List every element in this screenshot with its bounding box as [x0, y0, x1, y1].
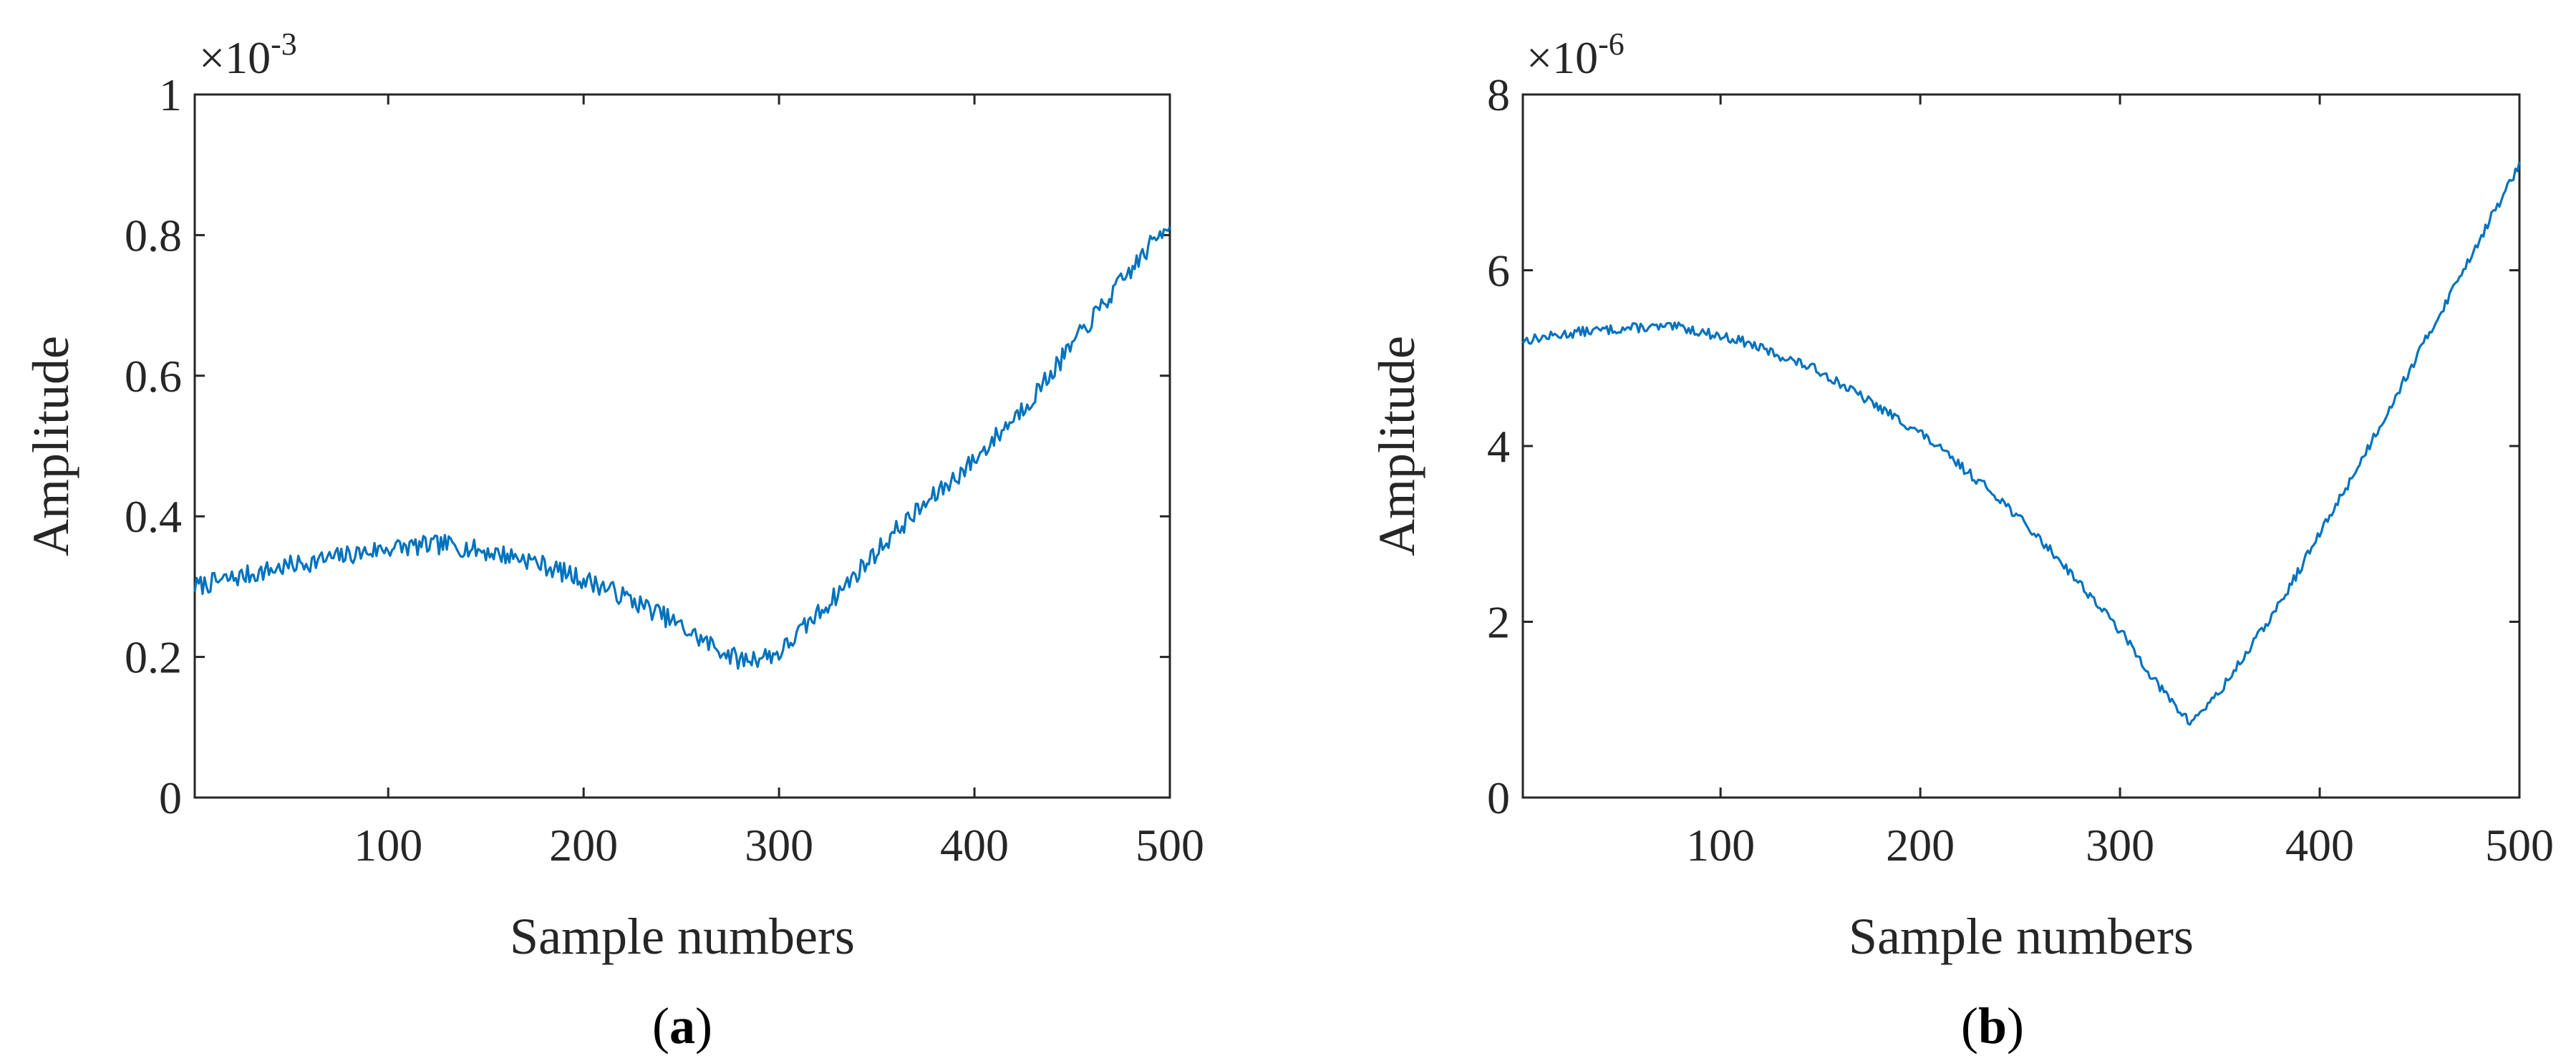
x-tick-label: 100	[354, 820, 422, 871]
caption-open: (	[652, 997, 669, 1055]
y-axis-title: Amplitude	[1368, 336, 1425, 556]
y-tick-label: 0.6	[125, 351, 182, 402]
series-line	[193, 226, 1171, 670]
y-axis-title: Amplitude	[22, 336, 79, 556]
x-tick-label: 200	[549, 820, 618, 871]
plot-area-frame	[193, 93, 1171, 799]
series-line	[1521, 161, 2521, 726]
x-tick-label: 500	[2485, 820, 2554, 871]
x-axis-ticks: 100 200 300 400 500	[1686, 95, 2554, 871]
x-tick-label: 400	[940, 820, 1009, 871]
y-tick-label: 0.4	[125, 491, 182, 542]
y-axis-exponent: ×10-6	[1526, 26, 1624, 83]
y-axis-exponent: ×10-3	[199, 26, 297, 83]
x-tick-label: 500	[1136, 820, 1204, 871]
x-tick-label: 200	[1886, 820, 1955, 871]
caption-close: )	[695, 997, 712, 1055]
exponent-base: ×10	[199, 32, 271, 83]
x-axis-title: Sample numbers	[1849, 908, 2194, 965]
caption-letter: a	[669, 997, 695, 1055]
y-tick-label: 1	[159, 69, 182, 120]
x-axis-ticks: 100 200 300 400 500	[354, 95, 1204, 871]
y-axis-ticks: 0 2 4 6 8	[1487, 69, 2519, 823]
y-tick-label: 4	[1487, 421, 1510, 472]
exponent-power: -6	[1598, 26, 1624, 62]
y-tick-label: 2	[1487, 597, 1510, 648]
panel-caption: (a)	[652, 997, 712, 1055]
x-tick-label: 300	[745, 820, 813, 871]
y-tick-label: 0.2	[125, 632, 182, 683]
panel-caption: (b)	[1961, 997, 2024, 1055]
caption-open: (	[1961, 997, 1978, 1055]
y-tick-label: 0.8	[125, 210, 182, 261]
y-tick-label: 0	[1487, 772, 1510, 823]
y-tick-label: 6	[1487, 246, 1510, 296]
caption-letter: b	[1978, 997, 2007, 1055]
y-axis-ticks: 0 0.2 0.4 0.6 0.8 1	[125, 69, 1170, 823]
x-tick-label: 400	[2285, 820, 2354, 871]
exponent-base: ×10	[1526, 32, 1598, 83]
panel-a: 100 200 300 400 500 0 0.2 0.4 0.6 0.8 1 Sample nu…	[22, 26, 1204, 1055]
x-tick-label: 100	[1686, 820, 1755, 871]
exponent-power: -3	[271, 26, 297, 62]
caption-close: )	[2007, 997, 2024, 1055]
x-tick-label: 300	[2086, 820, 2154, 871]
x-axis-title: Sample numbers	[510, 908, 855, 965]
y-tick-label: 8	[1487, 69, 1510, 120]
panel-b: 100 200 300 400 500 0 2 4 6 8 Sample numbers Amp…	[1368, 26, 2554, 1055]
y-tick-label: 0	[159, 772, 182, 823]
